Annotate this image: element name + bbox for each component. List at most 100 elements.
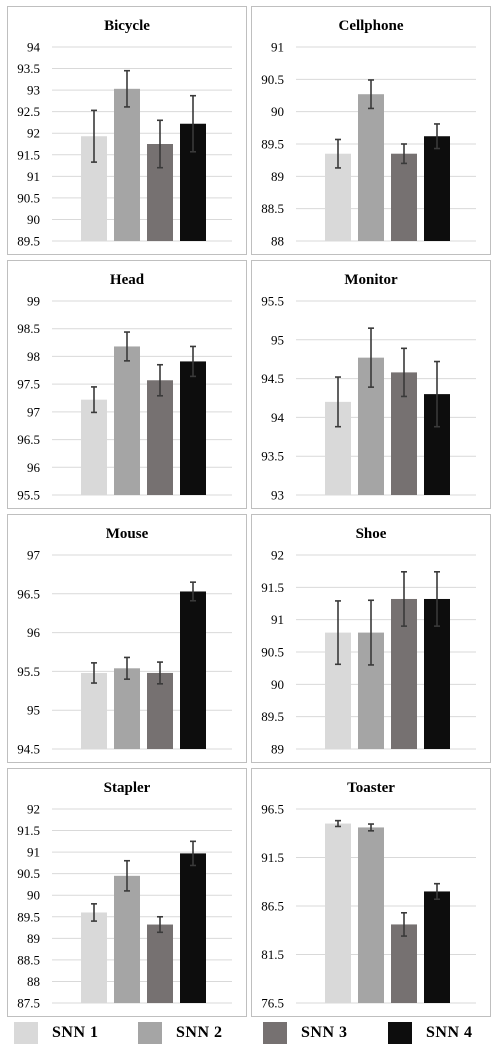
- bar-snn-2: [358, 94, 384, 241]
- bar-snn-3: [147, 924, 173, 1003]
- legend: SNN 1 SNN 2 SNN 3 SNN 4: [0, 1017, 497, 1049]
- y-tick-label: 98.5: [17, 321, 40, 336]
- y-tick-label: 89.5: [261, 137, 284, 152]
- y-tick-label: 88.5: [261, 201, 284, 216]
- error-bar-snn-1: [335, 819, 341, 828]
- chart-stapler: Stapler 87.5 88 88.5 89 89.5 90 90.5 91 91.5 92: [17, 780, 232, 1011]
- legend-label: SNN 3: [301, 1024, 348, 1041]
- y-tick-label: 94: [271, 410, 285, 425]
- y-tick-label: 89.5: [17, 909, 40, 924]
- error-bar-snn-1: [335, 376, 341, 428]
- y-tick-label: 96: [27, 460, 41, 475]
- chart-title: Toaster: [347, 780, 395, 796]
- error-bar-snn-2: [368, 327, 374, 388]
- y-tick-label: 95.5: [17, 488, 40, 503]
- error-bar-snn-2: [124, 331, 130, 362]
- y-tick-label: 97: [27, 548, 41, 563]
- error-bar-snn-1: [335, 138, 341, 169]
- chart-shoe: Shoe 89 89.5 90 90.5 91 91.5 92: [261, 526, 476, 757]
- y-tick-label: 91.5: [261, 850, 284, 865]
- y-tick-label: 95.5: [17, 664, 40, 679]
- y-tick-label: 90: [271, 104, 284, 119]
- y-tick-label: 99: [27, 294, 40, 309]
- bar-snn-2: [114, 668, 140, 749]
- error-bar-snn-1: [91, 386, 97, 414]
- chart-panel-shoe: Shoe 89 89.5 90 90.5 91 91.5 92: [251, 514, 491, 763]
- bar-snn-3: [391, 924, 417, 1003]
- legend-swatch-snn4: [388, 1022, 412, 1044]
- y-tick-label: 92: [27, 126, 40, 141]
- chart-panel-toaster: Toaster 76.5 81.5 86.5 91.5 96.5: [251, 768, 491, 1017]
- y-tick-label: 96: [27, 625, 41, 640]
- y-tick-label: 93.5: [17, 61, 40, 76]
- bar-snn-3: [147, 672, 173, 749]
- y-tick-label: 95.5: [261, 294, 284, 309]
- bar-snn-2: [114, 346, 140, 495]
- bar-snn-1: [81, 912, 107, 1003]
- y-tick-label: 91: [27, 845, 40, 860]
- y-tick-label: 93.5: [261, 449, 284, 464]
- y-tick-label: 90.5: [17, 866, 40, 881]
- bar-snn-4: [180, 361, 206, 495]
- y-tick-label: 94.5: [261, 371, 284, 386]
- error-bar-snn-4: [190, 94, 196, 153]
- chart-bicycle: Bicycle 89.5 90 90.5 91 91.5 92 92.5 93 93.5 94: [17, 18, 232, 249]
- y-tick-label: 86.5: [261, 899, 284, 914]
- y-tick-label: 89: [271, 742, 284, 757]
- bar-snn-3: [391, 153, 417, 241]
- y-tick-label: 90.5: [261, 72, 284, 87]
- chart-panel-stapler: Stapler 87.5 88 88.5 89 89.5 90 90.5 91 91.5 92: [7, 768, 247, 1017]
- error-bar-snn-4: [190, 840, 196, 867]
- error-bar-snn-1: [335, 600, 341, 666]
- bar-snn-4: [424, 136, 450, 241]
- y-tick-label: 88.5: [17, 952, 40, 967]
- error-bar-snn-1: [91, 903, 97, 922]
- y-tick-label: 90: [27, 888, 40, 903]
- error-bar-snn-3: [401, 347, 407, 398]
- bar-snn-4: [180, 853, 206, 1003]
- error-bar-snn-2: [124, 656, 130, 680]
- legend-item-snn1: SNN 1: [14, 1022, 99, 1044]
- y-tick-label: 96.5: [17, 586, 40, 601]
- error-bar-snn-3: [157, 661, 163, 685]
- chart-cellphone: Cellphone 88 88.5 89 89.5 90 90.5 91: [261, 18, 476, 249]
- bar-snn-2: [114, 875, 140, 1003]
- legend-swatch-snn2: [138, 1022, 162, 1044]
- chart-panel-cellphone: Cellphone 88 88.5 89 89.5 90 90.5 91: [251, 6, 491, 255]
- error-bar-snn-2: [368, 823, 374, 832]
- y-tick-label: 90: [27, 212, 40, 227]
- error-bar-snn-3: [401, 143, 407, 165]
- y-tick-label: 91.5: [17, 147, 40, 162]
- error-bar-snn-4: [434, 882, 440, 901]
- chart-panel-monitor: Monitor 93 93.5 94 94.5 95 95.5: [251, 260, 491, 509]
- y-tick-label: 96.5: [261, 802, 284, 817]
- error-bar-snn-4: [434, 123, 440, 150]
- y-tick-label: 89: [271, 169, 284, 184]
- y-tick-label: 98: [27, 349, 40, 364]
- error-bar-snn-2: [368, 79, 374, 110]
- bar-snn-4: [424, 891, 450, 1003]
- y-tick-label: 93: [27, 83, 40, 98]
- y-tick-label: 76.5: [261, 996, 284, 1011]
- error-bar-snn-4: [190, 345, 196, 378]
- y-tick-label: 90: [271, 677, 284, 692]
- y-tick-label: 92.5: [17, 104, 40, 119]
- chart-mouse: Mouse 94.5 95 95.5 96 96.5 97: [17, 526, 232, 757]
- bar-snn-1: [81, 399, 107, 495]
- error-bar-snn-1: [91, 662, 97, 684]
- y-tick-label: 91: [27, 169, 40, 184]
- error-bar-snn-1: [91, 109, 97, 163]
- bar-snn-3: [147, 380, 173, 495]
- y-tick-label: 90.5: [17, 190, 40, 205]
- error-bar-snn-3: [157, 363, 163, 397]
- y-tick-label: 95: [271, 332, 284, 347]
- error-bar-snn-3: [157, 915, 163, 934]
- chart-monitor: Monitor 93 93.5 94 94.5 95 95.5: [261, 272, 476, 503]
- error-bar-snn-4: [434, 571, 440, 627]
- error-bar-snn-4: [190, 581, 196, 602]
- y-tick-label: 92: [271, 548, 284, 563]
- y-tick-label: 90.5: [261, 645, 284, 660]
- chart-title: Head: [110, 272, 145, 288]
- y-tick-label: 89: [27, 931, 40, 946]
- y-tick-label: 91: [271, 40, 284, 55]
